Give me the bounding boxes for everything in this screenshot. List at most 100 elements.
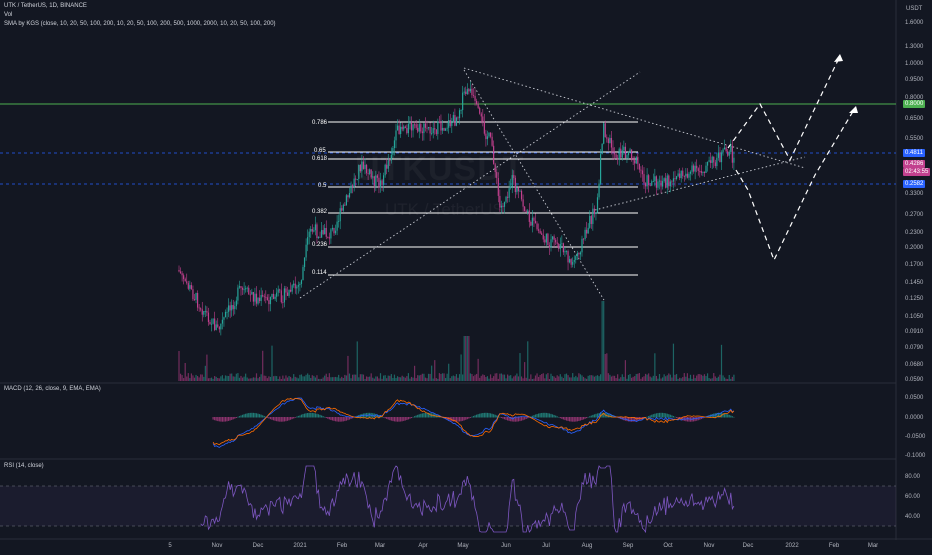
macd-histogram-bar (675, 417, 678, 418)
rsi-legend[interactable]: RSI (14, close) (4, 463, 44, 469)
volume-bar (255, 373, 258, 381)
candle-body (693, 165, 695, 172)
candle-body (699, 170, 701, 172)
macd-histogram-bar (612, 415, 614, 418)
projection-paths[interactable] (727, 55, 856, 262)
volume-bar (280, 378, 282, 381)
candle-body (556, 242, 558, 244)
macd-legend[interactable]: MACD (12, 26, close, 9, EMA, EMA) (4, 386, 101, 392)
candle-body (336, 221, 338, 231)
volume-bar (268, 376, 270, 381)
volume-bar (412, 377, 414, 381)
candle-body (255, 293, 258, 304)
candlestick-series[interactable] (178, 81, 735, 336)
macd-histogram-bar (525, 417, 527, 420)
macd-histogram-bar (342, 417, 344, 422)
candle-body (249, 294, 251, 296)
volume-bar (686, 373, 688, 381)
volume-bar (524, 362, 526, 381)
candle-body (631, 149, 633, 160)
triangle-lower-line[interactable] (594, 156, 806, 211)
volume-bar (685, 376, 687, 381)
volume-bar (575, 375, 577, 381)
macd-histogram-bar (651, 414, 653, 418)
macd-histogram-bar (539, 413, 541, 418)
candle-body (285, 288, 287, 293)
candle-body (468, 89, 470, 92)
bullish-projection[interactable] (727, 55, 841, 162)
macd-histogram-bar (241, 414, 244, 418)
volume-bar (235, 373, 237, 381)
volume-bar (200, 374, 202, 381)
chart-title[interactable]: UTK / TetherUS, 1D, BINANCE (4, 3, 87, 9)
bearish-projection[interactable] (735, 107, 856, 262)
descending-channel-line[interactable] (463, 69, 605, 301)
volume-bar (234, 376, 236, 381)
volume-bar (435, 378, 437, 381)
volume-bar (201, 374, 203, 381)
candle-body (564, 251, 566, 253)
rsi-pane[interactable] (0, 465, 896, 534)
trendlines[interactable] (299, 67, 806, 301)
macd-histogram-bar (516, 417, 518, 422)
macd-histogram-bar (589, 416, 591, 418)
macd-histogram-bar (669, 414, 671, 418)
macd-histogram-bar (719, 412, 721, 418)
candle-body (708, 160, 710, 162)
volume-bar (370, 373, 372, 381)
volume-bar (452, 375, 454, 381)
fibonacci-retracement[interactable]: 0.786 0.65 0.618 0.5 0.382 0.236 0.114 (312, 120, 638, 276)
macd-tick-label: -0.1000 (905, 453, 926, 459)
volume-bar (308, 374, 310, 381)
macd-histogram-bar (646, 416, 648, 418)
macd-histogram-bar (634, 417, 636, 422)
volume-bar (359, 374, 361, 381)
volume-bar (395, 377, 397, 381)
volume-bar (441, 373, 444, 381)
triangle-upper-line[interactable] (463, 67, 806, 169)
macd-histogram-bar (486, 412, 489, 418)
candle-body (387, 160, 389, 169)
candle-body (527, 210, 529, 213)
candle-body (641, 170, 644, 175)
volume-bar (254, 377, 256, 381)
volume-bar (310, 377, 312, 381)
macd-histogram-bar (390, 417, 392, 421)
candle-body (507, 196, 509, 198)
price-axis[interactable]: 1.6000 1.3000 1.0000 0.9500 0.8000 0.6500 0.55… (905, 20, 924, 383)
candle-body (617, 157, 619, 160)
volume-bar (410, 376, 413, 381)
candle-body (513, 175, 515, 178)
macd-histogram-bar (232, 417, 234, 420)
volume-bar (266, 378, 268, 381)
sma-legend[interactable]: SMA by KGS (close, 10, 20, 50, 100, 200,… (4, 21, 276, 27)
candle-body (528, 210, 530, 222)
volume-bar (626, 378, 628, 381)
volume-bar (565, 373, 568, 381)
macd-pane[interactable] (212, 397, 735, 448)
macd-histogram-bar (283, 417, 285, 422)
volume-bar (702, 375, 704, 381)
macd-histogram-bar (489, 413, 492, 418)
volume-bar (613, 375, 616, 381)
macd-tick-label: 0.0000 (905, 415, 924, 421)
fib-label: 0.786 (312, 120, 328, 126)
volume-bar (576, 377, 578, 381)
macd-histogram-bar (536, 413, 538, 418)
macd-histogram-bar (713, 413, 715, 418)
macd-histogram-bar (665, 413, 667, 418)
volume-bar (317, 378, 320, 381)
ascending-trendline[interactable] (299, 71, 641, 299)
volume-bar (472, 376, 475, 381)
macd-histogram-bar (327, 417, 329, 419)
volume-bar (592, 375, 594, 381)
volume-bar (375, 376, 377, 381)
macd-histogram-bar (245, 413, 247, 418)
macd-histogram-bar (593, 414, 595, 418)
time-axis[interactable]: 5 Nov Dec 2021 Feb Mar Apr May Jun Jul Aug Sep Oct No… (168, 543, 878, 549)
candle-body (567, 251, 569, 263)
candle-body (466, 89, 468, 95)
vol-legend[interactable]: Vol (4, 12, 13, 18)
